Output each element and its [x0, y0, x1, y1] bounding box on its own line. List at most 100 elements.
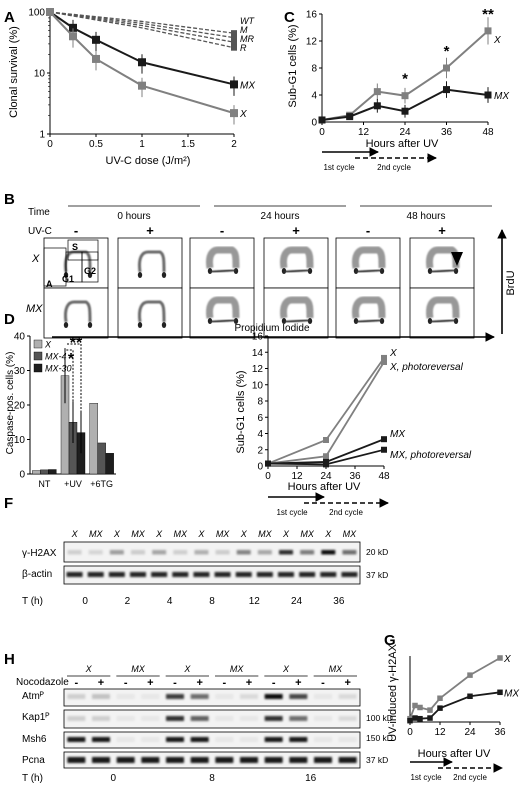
flow-plot-x-1 [117, 237, 183, 289]
panel-c-x-tick-label: 48 [482, 127, 494, 138]
panel-h-kap1-band-3 [141, 716, 160, 721]
panel-d-y-tick-label: 0 [19, 470, 25, 481]
panel-f-gh2ax-band-0 [67, 550, 82, 555]
panel-g-point-mx [407, 717, 413, 724]
flow-plot-x-2 [189, 237, 255, 289]
panel-f-lane-label-8: X [240, 529, 248, 539]
flow-plot-frame [117, 287, 183, 339]
panel-h-row-kap1: Kap1ᴾ [22, 712, 50, 723]
panel-d-bar-x-nt [32, 470, 41, 475]
flow-plot-g1-g2-band [209, 268, 237, 274]
panel-h-atm-band-3 [141, 694, 160, 699]
panel-a-series-label-m: M [240, 25, 248, 35]
panel-h-atm-band-7 [240, 694, 258, 699]
panel-h-noco-sign-1: + [98, 677, 104, 689]
panel-h-atm-band-2 [116, 694, 135, 699]
panel-f-marker-20: 20 kD [366, 547, 388, 557]
panel-h-row-atm: Atmᴾ [22, 691, 44, 702]
panel-b-uv-sign-4: - [366, 223, 370, 238]
panel-h-atm-band-0 [67, 694, 86, 699]
panel-h-marker-150: 150 kD [366, 733, 393, 743]
panel-d-y-tick-label: 40 [14, 332, 26, 343]
panel-f-gh2ax-band-2 [109, 550, 124, 555]
panel-f-time-24: 24 [291, 596, 303, 607]
panel-h-western-blot: X MX X MX X MX- + - + - + - + - + - + Nocodazole Atmᴾ Ka… [16, 664, 393, 784]
panel-g-line-mx [409, 691, 501, 722]
panel-h-msh6-band-0 [67, 737, 86, 742]
panel-d-legend-label-mx-30: MX-30 [45, 364, 72, 374]
panel-b-uv-sign-2: - [220, 223, 224, 238]
panel-e-series-label-mx: MX [390, 429, 405, 440]
panel-e-photoreversal-chart: Sub-G1 cells (%) Hours after UV 0 12 24 36 4… [235, 332, 472, 518]
panel-a-x-tick-label: 1.5 [181, 139, 195, 150]
panel-d-legend-swatch-x [33, 339, 43, 349]
panel-letter-c: C [284, 9, 295, 26]
panel-f-gh2ax-band-7 [215, 550, 230, 555]
panel-f-lane-label-7: MX [216, 529, 230, 539]
panel-letter-f: F [4, 495, 13, 512]
panel-b-flow-cytometry: Time UV-C 0 hours 24 hours 48 hours - + - +… [26, 205, 517, 342]
panel-h-msh6-membrane [63, 731, 361, 749]
panel-f-time-8: 8 [209, 596, 215, 607]
panel-g-first-cycle-label: 1st cycle [410, 773, 442, 782]
panel-a-series-label-wt: WT [240, 16, 255, 26]
panel-a-y-tick-label: 10 [34, 69, 46, 80]
flow-plot-x-4 [335, 237, 401, 289]
panel-e-point-mx-photoreversal [323, 461, 329, 468]
panel-a-series-label-mr: MR [240, 34, 254, 44]
panel-f-gh2ax-band-5 [173, 550, 188, 555]
panel-h-atm-band-9 [289, 694, 308, 699]
panel-a-ylabel: Clonal survival (%) [8, 26, 20, 118]
panel-f-lane-label-10: X [282, 529, 290, 539]
flow-plot-g1-g2-band [355, 318, 383, 324]
panel-f-lane-label-12: X [324, 529, 332, 539]
panel-h-atm-band-6 [215, 694, 234, 699]
panel-f-actin-band-5 [172, 572, 189, 577]
panel-d-legend-label-x: X [44, 340, 52, 350]
panel-a-point-wt [231, 30, 237, 37]
flow-plot-g1-g2-band [283, 268, 311, 274]
panel-f-lane-label-3: MX [131, 529, 145, 539]
panel-f-actin-band-6 [193, 572, 210, 577]
panel-a-xlabel: UV-C dose (J/m²) [106, 155, 191, 167]
panel-f-gh2ax-band-3 [131, 550, 145, 555]
panel-e-x-tick-label: 24 [320, 471, 332, 482]
panel-h-noco-sign-0: - [74, 677, 78, 689]
panel-d-bar-mx-30-6tg [105, 453, 114, 475]
panel-g-point-x [467, 672, 473, 678]
panel-e-line-x-photoreversal [267, 361, 385, 465]
panel-b-uvc-label: UV-C [28, 226, 52, 237]
panel-c-ylabel: Sub-G1 cells (%) [287, 24, 299, 107]
panel-e-second-cycle-label: 2nd cycle [329, 508, 363, 517]
panel-a-x-tick-label: 0 [47, 139, 53, 150]
panel-h-kap1-membrane [63, 709, 361, 729]
flow-plot-s-phase-arc [426, 296, 460, 319]
panel-a-point-mr [231, 39, 237, 46]
panel-g-point-mx [497, 689, 503, 696]
panel-g-x-tick-label: 36 [494, 727, 506, 738]
panel-g-ylabel: UV-induced γ-H2AX [387, 643, 399, 741]
panel-e-y-tick-label: 12 [252, 364, 264, 375]
panel-e-y-tick-label: 4 [257, 429, 263, 440]
gate-label-g1: G1 [62, 274, 74, 284]
flow-plot-g1-g2-band [429, 268, 457, 274]
panel-d-significance-0: * [68, 351, 75, 368]
panel-h-kap1-band-4 [166, 716, 184, 721]
panel-b-arrowhead-indicator [451, 252, 463, 266]
panel-f-lane-label-6: X [197, 529, 205, 539]
flow-plot-mx-2 [189, 287, 255, 339]
panel-f-time-4: 4 [167, 596, 173, 607]
panel-d-significance-bracket-mx30 [67, 343, 82, 425]
panel-h-msh6-band-1 [92, 737, 110, 742]
panel-h-marker-37: 37 kD [366, 755, 388, 765]
flow-plot-frame [43, 237, 109, 289]
flow-plot-s-phase-arc [138, 250, 166, 273]
panel-f-actin-band-0 [66, 572, 83, 577]
panel-e-ylabel: Sub-G1 cells (%) [235, 370, 247, 453]
flow-plot-frame [409, 237, 475, 289]
panel-f-gh2ax-band-6 [194, 550, 209, 555]
panel-h-kap1-band-1 [92, 716, 110, 721]
panel-c-first-cycle-label: 1st cycle [323, 163, 355, 172]
panel-f-actin-band-3 [130, 572, 146, 577]
